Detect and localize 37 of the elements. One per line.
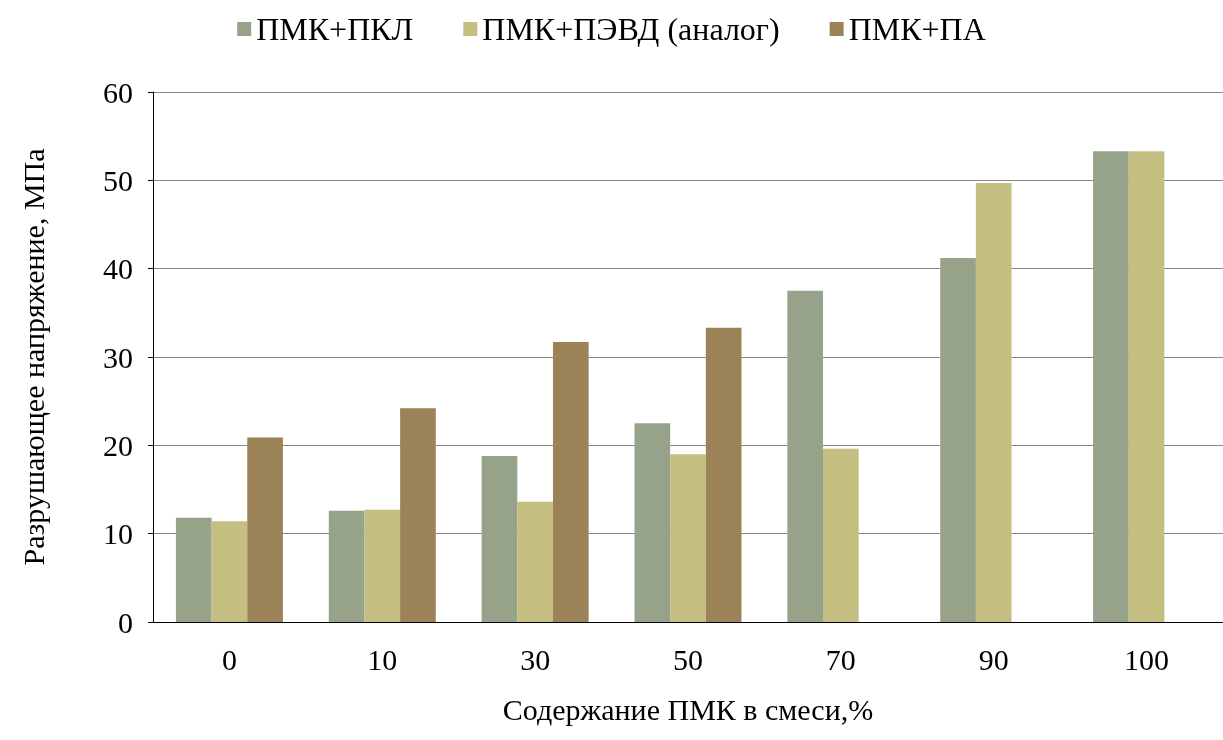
x-tick-label: 30 bbox=[520, 642, 551, 676]
bar bbox=[634, 423, 671, 622]
bar bbox=[552, 341, 589, 622]
y-tick-label: 60 bbox=[103, 75, 133, 109]
y-tick-label: 30 bbox=[103, 340, 133, 374]
bar bbox=[705, 327, 742, 622]
y-tick-label: 10 bbox=[103, 517, 133, 551]
bar bbox=[517, 501, 553, 622]
bar bbox=[787, 290, 824, 622]
x-tick-label: 10 bbox=[367, 642, 398, 676]
bar bbox=[211, 521, 248, 622]
bar bbox=[400, 408, 436, 622]
bar bbox=[1128, 151, 1165, 622]
bar bbox=[1093, 151, 1129, 622]
y-tick-label: 0 bbox=[118, 605, 133, 639]
y-axis-title: Разрушающее напряжение, МПа bbox=[16, 148, 50, 566]
bar bbox=[975, 182, 1012, 622]
x-tick-label: 100 bbox=[1124, 642, 1170, 676]
legend-label: ПМК+ПЭВД (аналог) bbox=[482, 11, 780, 47]
bar bbox=[247, 437, 283, 622]
y-tick-label: 20 bbox=[103, 428, 133, 462]
x-axis-title: Содержание ПМК в смеси,% bbox=[502, 692, 874, 726]
y-tick-label: 40 bbox=[103, 252, 133, 286]
bar bbox=[328, 510, 365, 622]
x-tick-label: 70 bbox=[825, 642, 856, 676]
bar bbox=[940, 258, 976, 622]
bar bbox=[670, 454, 706, 622]
legend-label: ПМК+ПА bbox=[848, 11, 986, 47]
bar bbox=[364, 509, 401, 622]
bar bbox=[823, 448, 859, 622]
x-tick-label: 90 bbox=[978, 642, 1009, 676]
y-tick-label: 50 bbox=[103, 163, 133, 197]
bar bbox=[175, 517, 212, 622]
x-tick-label: 0 bbox=[221, 642, 237, 676]
bar bbox=[481, 455, 518, 622]
x-tick-label: 50 bbox=[673, 642, 703, 676]
legend-label: ПМК+ПКЛ bbox=[256, 11, 414, 47]
